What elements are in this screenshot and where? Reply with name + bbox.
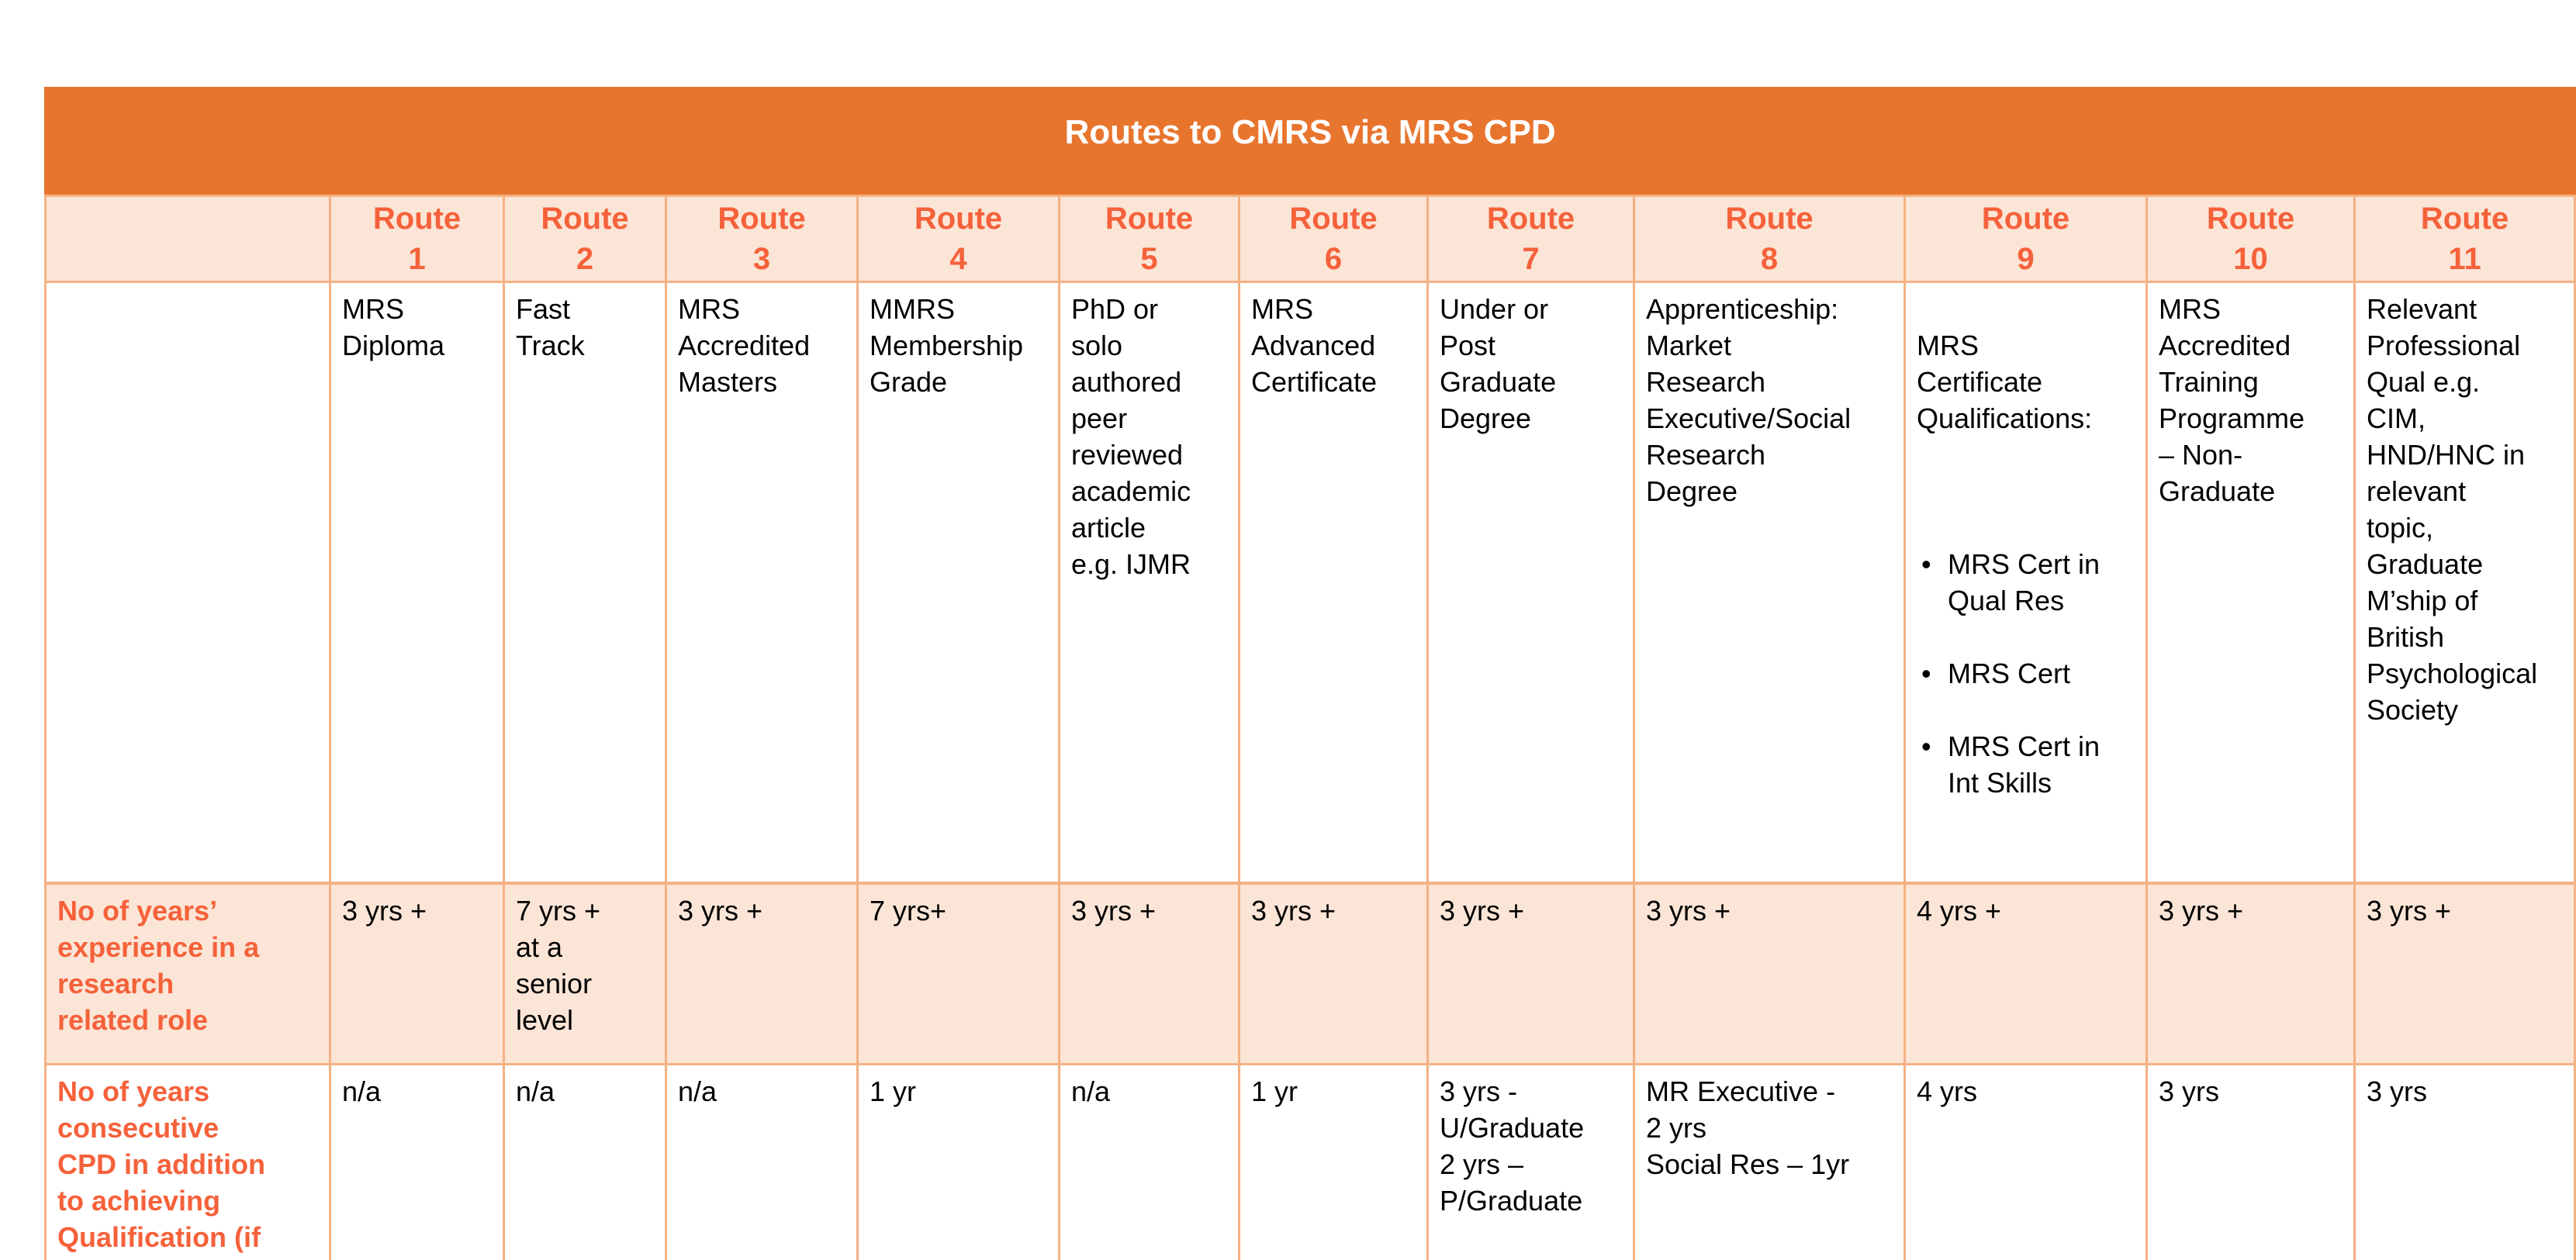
bullet-item: MRS Cert in Qual Res	[1917, 546, 2135, 619]
header-route-11: Route 11	[2353, 195, 2576, 283]
route-9-bullet-list: MRS Cert in Qual Res MRS Cert MRS Cert i…	[1917, 509, 2135, 837]
qual-cell-route-6: MRS Advanced Certificate	[1238, 281, 1429, 885]
exp-cell-route-7: 3 yrs +	[1426, 882, 1635, 1065]
table-title: Routes to CMRS via MRS CPD	[43, 87, 2576, 197]
exp-cell-route-4: 7 yrs+	[856, 882, 1060, 1065]
route-number: 5	[1140, 242, 1158, 276]
exp-cell-route-1: 3 yrs +	[329, 882, 505, 1065]
cmrs-routes-table: Routes to CMRS via MRS CPD Route 1 Route 2…	[43, 87, 2576, 1260]
exp-cell-route-11: 3 yrs +	[2353, 882, 2576, 1065]
bullet-item: MRS Cert	[1917, 655, 2135, 692]
route-number: 9	[2017, 242, 2035, 276]
qual-cell-route-9: MRS Certificate Qualifications: MRS Cert…	[1903, 281, 2148, 885]
route-word: Route	[1981, 202, 2070, 236]
qual-cell-route-11: Relevant Professional Qual e.g. CIM, HND…	[2353, 281, 2576, 885]
header-route-5: Route 5	[1058, 195, 1240, 283]
cpd-cell-route-11: 3 yrs	[2353, 1062, 2576, 1260]
header-route-9: Route 9	[1903, 195, 2148, 283]
cpd-cell-route-9: 4 yrs	[1903, 1062, 2148, 1260]
table-title-row: Routes to CMRS via MRS CPD	[43, 87, 2576, 197]
route-word: Route	[1486, 202, 1575, 236]
row-label-qualification	[44, 281, 331, 885]
qual-cell-route-3: MRS Accredited Masters	[665, 281, 859, 885]
route-word: Route	[372, 202, 462, 236]
cpd-row: No of years consecutive CPD in addition …	[44, 1062, 2576, 1260]
qual-cell-route-2: Fast Track	[503, 281, 667, 885]
qualification-row: MRS Diploma Fast Track MRS Accredited Ma…	[44, 281, 2576, 885]
row-label-cpd: No of years consecutive CPD in addition …	[44, 1062, 331, 1260]
cpd-cell-route-5: n/a	[1058, 1062, 1240, 1260]
header-route-7: Route 7	[1426, 195, 1635, 283]
route-number: 10	[2233, 242, 2268, 276]
bullet-item: MRS Cert in Int Skills	[1917, 728, 2135, 801]
route-word: Route	[2206, 202, 2295, 236]
cpd-cell-route-4: 1 yr	[856, 1062, 1060, 1260]
header-route-6: Route 6	[1238, 195, 1429, 283]
route-number: 2	[576, 242, 594, 276]
row-label-experience: No of years’ experience in a research re…	[44, 882, 331, 1065]
header-route-8: Route 8	[1633, 195, 1906, 283]
header-empty-cell	[44, 195, 331, 283]
route-header-row: Route 1 Route 2 Route 3 Route 4 Route 5 Route…	[44, 195, 2576, 283]
route-9-intro: MRS Certificate Qualifications:	[1917, 330, 2093, 434]
header-route-3: Route 3	[665, 195, 859, 283]
exp-cell-route-9: 4 yrs +	[1903, 882, 2148, 1065]
header-route-2: Route 2	[503, 195, 667, 283]
qual-cell-route-4: MMRS Membership Grade	[856, 281, 1060, 885]
exp-cell-route-8: 3 yrs +	[1633, 882, 1906, 1065]
header-route-4: Route 4	[856, 195, 1060, 283]
route-word: Route	[541, 202, 629, 236]
route-word: Route	[1105, 202, 1194, 236]
qual-cell-route-7: Under or Post Graduate Degree	[1426, 281, 1635, 885]
experience-row: No of years’ experience in a research re…	[44, 882, 2576, 1065]
route-word: Route	[1289, 202, 1378, 236]
cpd-cell-route-7: 3 yrs - U/Graduate 2 yrs – P/Graduate	[1426, 1062, 1635, 1260]
header-route-1: Route 1	[329, 195, 505, 283]
route-number: 1	[408, 242, 426, 276]
cpd-cell-route-10: 3 yrs	[2146, 1062, 2356, 1260]
route-number: 6	[1324, 242, 1343, 276]
exp-cell-route-5: 3 yrs +	[1058, 882, 1240, 1065]
qual-cell-route-1: MRS Diploma	[329, 281, 505, 885]
route-number: 7	[1522, 242, 1540, 276]
route-number: 3	[752, 242, 771, 276]
route-word: Route	[914, 202, 1003, 236]
cpd-cell-route-6: 1 yr	[1238, 1062, 1429, 1260]
cpd-cell-route-8: MR Executive - 2 yrs Social Res – 1yr	[1633, 1062, 1906, 1260]
qual-cell-route-8: Apprenticeship: Market Research Executiv…	[1633, 281, 1906, 885]
qual-cell-route-5: PhD or solo authored peer reviewed acade…	[1058, 281, 1240, 885]
route-number: 4	[949, 242, 967, 276]
route-word: Route	[2420, 202, 2509, 236]
header-route-10: Route 10	[2146, 195, 2356, 283]
qual-cell-route-10: MRS Accredited Training Programme – Non-…	[2146, 281, 2356, 885]
cpd-cell-route-3: n/a	[665, 1062, 859, 1260]
exp-cell-route-10: 3 yrs +	[2146, 882, 2356, 1065]
route-word: Route	[717, 202, 806, 236]
route-number: 8	[1760, 242, 1779, 276]
route-number: 11	[2448, 242, 2481, 276]
cpd-cell-route-1: n/a	[329, 1062, 505, 1260]
exp-cell-route-3: 3 yrs +	[665, 882, 859, 1065]
exp-cell-route-2: 7 yrs + at a senior level	[503, 882, 667, 1065]
cpd-cell-route-2: n/a	[503, 1062, 667, 1260]
exp-cell-route-6: 3 yrs +	[1238, 882, 1429, 1065]
route-word: Route	[1725, 202, 1814, 236]
